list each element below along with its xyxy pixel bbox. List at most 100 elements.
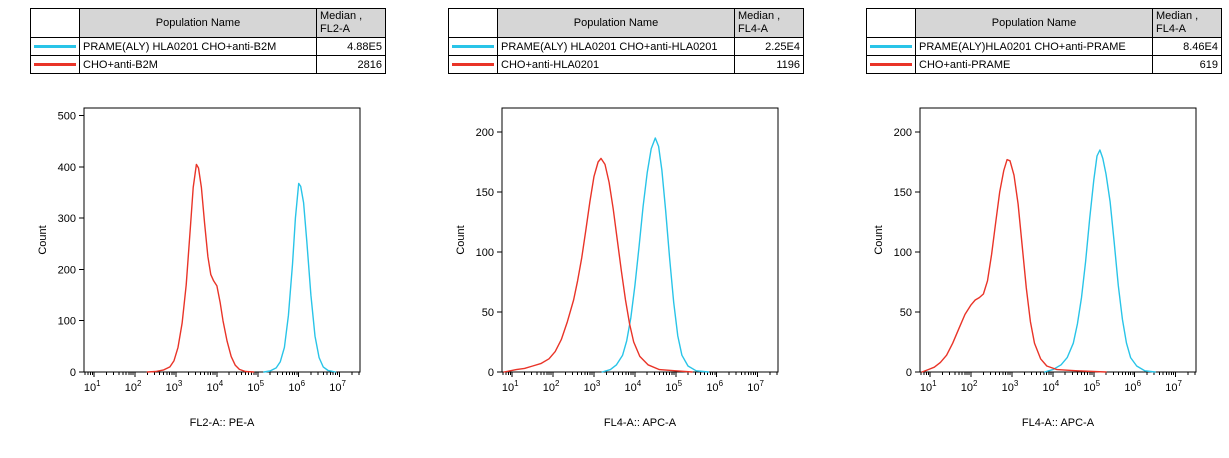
series-curve	[921, 158, 1107, 373]
y-axis-tick-label: 0	[906, 367, 912, 379]
series-color-swatch	[870, 45, 912, 48]
y-axis-label: Count	[455, 225, 467, 254]
median-header-line2: FL4-A	[738, 23, 768, 35]
legend-table: Population Name Median , FL2-A PRAME(ALY)…	[30, 8, 386, 74]
y-axis-tick-label: 0	[488, 367, 494, 379]
population-name: PRAME(ALY) HLA0201 CHO+anti-HLA0201	[497, 37, 735, 56]
legend-row: PRAME(ALY) HLA0201 CHO+anti-HLA0201 2.25…	[448, 37, 804, 56]
x-axis-tick-label: 103	[584, 379, 601, 394]
x-axis-tick-label: 107	[329, 379, 346, 394]
histogram-svg: 101 102 103 104 105 106 107 0 50 100 150 200 Count FL…	[455, 107, 779, 429]
x-axis-tick-label: 104	[1043, 379, 1060, 394]
x-axis-tick-label: 101	[84, 379, 101, 394]
plot-border	[83, 107, 361, 373]
y-axis-tick-label: 100	[476, 247, 494, 259]
population-name: CHO+anti-HLA0201	[497, 55, 735, 74]
series-curve	[503, 157, 693, 373]
median-value: 4.88E5	[316, 37, 386, 56]
x-axis-tick-label: 101	[920, 379, 937, 394]
legend-row: CHO+anti-B2M 2816	[30, 55, 386, 74]
plot-border	[501, 107, 779, 373]
y-axis-tick-label: 50	[482, 307, 494, 319]
plot-border	[919, 107, 1197, 373]
flow-cytometry-report: Population Name Median , FL2-A PRAME(ALY)…	[30, 8, 1224, 441]
population-name: PRAME(ALY) HLA0201 CHO+anti-B2M	[79, 37, 317, 56]
median-header-line2: FL2-A	[320, 23, 350, 35]
x-axis-tick-label: 105	[247, 379, 264, 394]
median-header-line1: Median ,	[1156, 10, 1199, 22]
legend-swatch-header-cell	[448, 8, 498, 38]
legend-swatch-header-cell	[866, 8, 916, 38]
x-axis-tick-label: 107	[747, 379, 764, 394]
median-header-line1: Median ,	[320, 10, 363, 22]
y-axis-tick-label: 100	[58, 316, 76, 328]
legend-row: PRAME(ALY) HLA0201 CHO+anti-B2M 4.88E5	[30, 37, 386, 56]
median-value: 2816	[316, 55, 386, 74]
histogram-svg: 101 102 103 104 105 106 107 0 100 200 300 400 500 Cou…	[37, 107, 361, 429]
x-axis-tick-label: 102	[543, 379, 560, 394]
median-header: Median , FL4-A	[734, 8, 804, 38]
y-axis-tick-label: 50	[900, 307, 912, 319]
median-header: Median , FL4-A	[1152, 8, 1222, 38]
legend-header-row: Population Name Median , FL4-A	[448, 8, 804, 38]
series-color-swatch	[34, 63, 76, 66]
y-axis-tick-label: 150	[894, 187, 912, 199]
series-curve	[1043, 149, 1156, 373]
series-curve	[601, 137, 710, 373]
series-curve	[263, 182, 337, 373]
population-name: CHO+anti-PRAME	[915, 55, 1153, 74]
population-name-header: Population Name	[497, 8, 735, 38]
series-color-swatch	[452, 45, 494, 48]
x-axis-tick-label: 106	[1124, 379, 1141, 394]
median-value: 619	[1152, 55, 1222, 74]
series-color-swatch	[34, 45, 76, 48]
panel-prame: Population Name Median , FL4-A PRAME(ALY)…	[866, 8, 1224, 441]
x-axis-tick-label: 105	[665, 379, 682, 394]
x-axis-tick-label: 102	[125, 379, 142, 394]
legend-swatch-header-cell	[30, 8, 80, 38]
y-axis-tick-label: 200	[894, 127, 912, 139]
y-axis-label: Count	[37, 225, 49, 254]
legend-row: PRAME(ALY)HLA0201 CHO+anti-PRAME 8.46E4	[866, 37, 1222, 56]
x-axis-tick-label: 106	[706, 379, 723, 394]
median-value: 8.46E4	[1152, 37, 1222, 56]
x-axis-label: FL2-A:: PE-A	[190, 417, 255, 429]
median-value: 1196	[734, 55, 804, 74]
panel-hla0201: Population Name Median , FL4-A PRAME(ALY)…	[448, 8, 806, 441]
x-axis-tick-label: 103	[166, 379, 183, 394]
population-name: PRAME(ALY)HLA0201 CHO+anti-PRAME	[915, 37, 1153, 56]
y-axis-tick-label: 100	[894, 247, 912, 259]
legend-row: CHO+anti-PRAME 619	[866, 55, 1222, 74]
y-axis-tick-label: 200	[58, 264, 76, 276]
x-axis-tick-label: 104	[625, 379, 642, 394]
legend-row: CHO+anti-HLA0201 1196	[448, 55, 804, 74]
y-axis-label: Count	[873, 225, 885, 254]
histogram-chart: 101 102 103 104 105 106 107 0 100 200 300 400 500 Cou…	[30, 98, 388, 441]
x-axis-tick-label: 101	[502, 379, 519, 394]
population-name: CHO+anti-B2M	[79, 55, 317, 74]
median-value: 2.25E4	[734, 37, 804, 56]
y-axis-tick-label: 300	[58, 213, 76, 225]
histogram-chart: 101 102 103 104 105 106 107 0 50 100 150 200 Count FL…	[866, 98, 1224, 441]
histogram-chart: 101 102 103 104 105 106 107 0 50 100 150 200 Count FL…	[448, 98, 806, 441]
panel-b2m: Population Name Median , FL2-A PRAME(ALY)…	[30, 8, 388, 441]
median-header: Median , FL2-A	[316, 8, 386, 38]
legend-table: Population Name Median , FL4-A PRAME(ALY)…	[448, 8, 804, 74]
population-name-header: Population Name	[915, 8, 1153, 38]
x-axis-tick-label: 104	[207, 379, 224, 394]
x-axis-tick-label: 106	[288, 379, 305, 394]
y-axis-tick-label: 400	[58, 162, 76, 174]
y-axis-tick-label: 0	[70, 367, 76, 379]
y-axis-tick-label: 200	[476, 127, 494, 139]
population-name-header: Population Name	[79, 8, 317, 38]
median-header-line1: Median ,	[738, 10, 781, 22]
x-axis-tick-label: 105	[1083, 379, 1100, 394]
x-axis-tick-label: 107	[1165, 379, 1182, 394]
legend-header-row: Population Name Median , FL2-A	[30, 8, 386, 38]
legend-table: Population Name Median , FL4-A PRAME(ALY)…	[866, 8, 1222, 74]
x-axis-label: FL4-A:: APC-A	[604, 417, 677, 429]
median-header-line2: FL4-A	[1156, 23, 1186, 35]
legend-header-row: Population Name Median , FL4-A	[866, 8, 1222, 38]
series-curve	[146, 163, 255, 373]
x-axis-tick-label: 102	[961, 379, 978, 394]
